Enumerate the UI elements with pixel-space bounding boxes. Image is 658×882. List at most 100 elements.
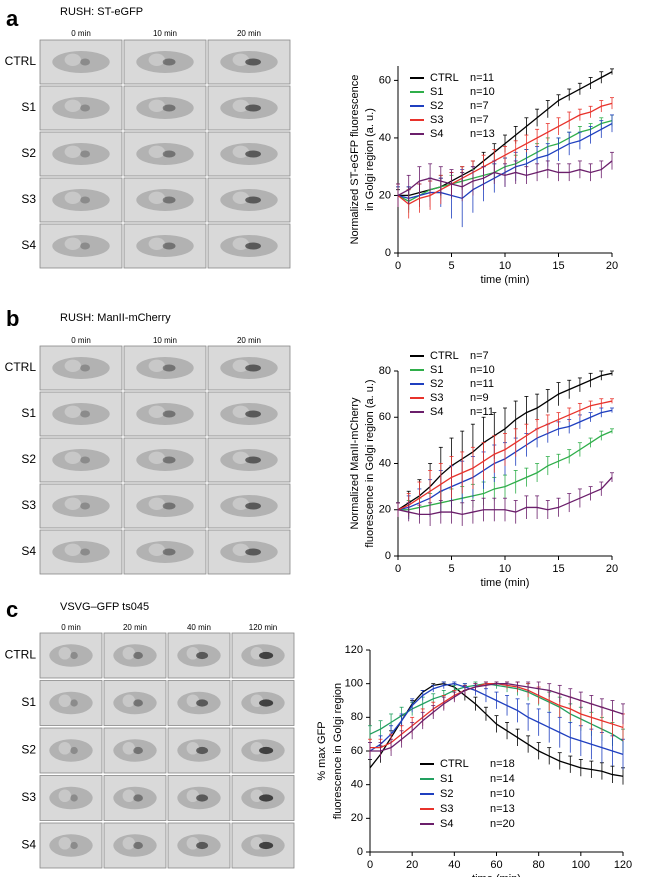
error-bar bbox=[503, 163, 507, 187]
legend-n: n=20 bbox=[490, 818, 515, 830]
nucleus bbox=[58, 646, 71, 660]
legend-label: S4 bbox=[440, 818, 453, 830]
error-bar bbox=[378, 720, 383, 738]
error-bar bbox=[460, 172, 465, 202]
golgi bbox=[162, 242, 176, 250]
error-bar bbox=[470, 166, 475, 196]
nucleus bbox=[122, 741, 135, 755]
error-bar bbox=[460, 451, 465, 494]
error-bar bbox=[526, 703, 531, 731]
error-bar bbox=[513, 428, 518, 457]
legend-label: CTRL bbox=[430, 72, 459, 84]
error-bar bbox=[428, 502, 433, 526]
error-bar bbox=[494, 681, 499, 686]
error-bar bbox=[588, 437, 593, 448]
nucleus bbox=[148, 99, 165, 112]
row-label: CTRL bbox=[5, 360, 37, 374]
error-bar bbox=[610, 407, 614, 413]
panel-title: RUSH: ST-eGFP bbox=[60, 6, 143, 18]
y-axis-label: in Golgi region (a. u.) bbox=[364, 108, 376, 211]
panel-letter: a bbox=[6, 6, 19, 31]
nucleus bbox=[232, 405, 249, 418]
nucleus bbox=[58, 836, 71, 850]
error-bar bbox=[599, 398, 604, 408]
row-label: CTRL bbox=[5, 54, 37, 68]
golgi bbox=[133, 699, 143, 707]
error-bar bbox=[389, 738, 394, 757]
legend-n: n=7 bbox=[470, 114, 489, 126]
error-bar bbox=[545, 456, 550, 476]
error-bar bbox=[526, 735, 531, 753]
golgi bbox=[162, 410, 176, 418]
error-bar bbox=[406, 174, 411, 205]
error-bar bbox=[503, 497, 507, 522]
nucleus bbox=[232, 191, 249, 204]
legend-n: n=18 bbox=[490, 758, 515, 770]
golgi bbox=[70, 699, 78, 707]
error-bar bbox=[610, 700, 615, 721]
y-tick-label: 0 bbox=[357, 846, 363, 858]
x-tick-label: 120 bbox=[614, 859, 632, 871]
x-tick-label: 5 bbox=[448, 260, 454, 272]
error-bar bbox=[577, 108, 582, 121]
error-bar bbox=[399, 713, 404, 728]
x-axis-label: time (min) bbox=[481, 577, 530, 589]
x-tick-label: 15 bbox=[552, 260, 564, 272]
error-bar bbox=[567, 88, 572, 101]
nucleus bbox=[64, 359, 82, 372]
error-bar bbox=[452, 691, 457, 703]
legend-n: n=11 bbox=[470, 406, 494, 418]
legend-n: n=11 bbox=[470, 378, 494, 390]
golgi bbox=[133, 651, 143, 660]
golgi bbox=[259, 746, 274, 755]
error-bar bbox=[545, 123, 550, 141]
error-bar bbox=[535, 419, 540, 439]
error-bar bbox=[577, 402, 582, 418]
error-bar bbox=[547, 683, 552, 698]
y-tick-label: 60 bbox=[351, 745, 363, 757]
nucleus bbox=[232, 497, 249, 510]
error-bar bbox=[481, 166, 486, 190]
x-axis-label: time (min) bbox=[481, 274, 530, 286]
error-bar bbox=[577, 377, 582, 392]
nucleus bbox=[148, 191, 165, 204]
error-bar bbox=[577, 488, 582, 508]
legend-label: S2 bbox=[430, 100, 443, 112]
error-bar bbox=[524, 134, 529, 153]
error-bar bbox=[492, 497, 497, 522]
nucleus bbox=[64, 451, 82, 464]
error-bar bbox=[547, 711, 552, 743]
golgi bbox=[259, 651, 274, 660]
legend-label: S3 bbox=[440, 803, 453, 815]
error-bar bbox=[449, 456, 454, 499]
error-bar bbox=[535, 163, 540, 182]
nucleus bbox=[232, 53, 249, 66]
legend-n: n=10 bbox=[490, 788, 515, 800]
nucleus bbox=[64, 237, 82, 250]
error-bar bbox=[589, 695, 594, 713]
nucleus bbox=[232, 451, 249, 464]
error-bar bbox=[588, 412, 593, 422]
y-tick-label: 80 bbox=[351, 711, 363, 723]
golgi bbox=[162, 150, 176, 158]
row-label: S2 bbox=[21, 146, 36, 160]
golgi bbox=[196, 746, 209, 755]
golgi bbox=[80, 150, 91, 158]
nucleus bbox=[186, 694, 199, 708]
golgi bbox=[245, 196, 261, 204]
column-label: 20 min bbox=[123, 623, 147, 632]
error-bar bbox=[368, 759, 372, 777]
golgi bbox=[80, 410, 91, 418]
y-tick-label: 40 bbox=[351, 779, 363, 791]
panel-title: RUSH: ManII-mCherry bbox=[60, 312, 171, 324]
column-label: 10 min bbox=[153, 29, 177, 38]
golgi bbox=[245, 502, 261, 510]
error-bar bbox=[556, 94, 561, 107]
x-tick-label: 10 bbox=[499, 260, 511, 272]
error-bar bbox=[556, 412, 561, 427]
error-bar bbox=[599, 120, 604, 138]
error-bar bbox=[556, 117, 561, 136]
error-bar bbox=[610, 151, 614, 170]
error-bar bbox=[449, 500, 454, 524]
